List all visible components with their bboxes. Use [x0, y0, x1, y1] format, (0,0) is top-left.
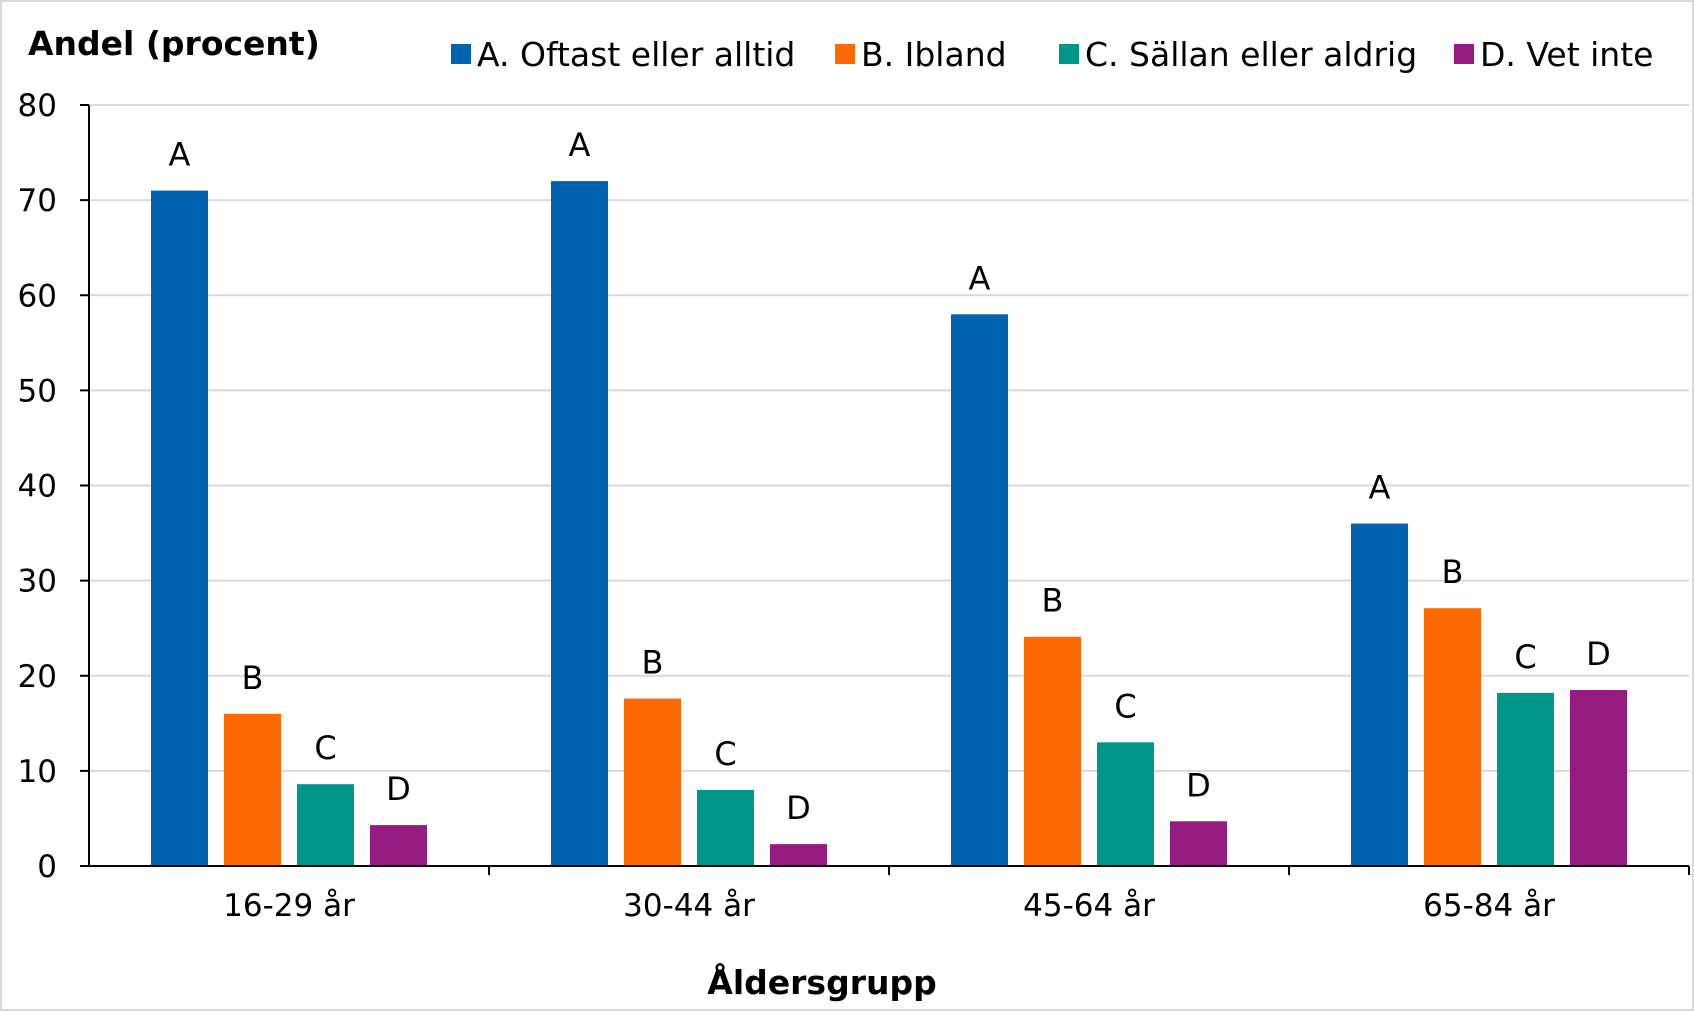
bar-label: A	[969, 259, 991, 297]
bar-d	[1570, 690, 1627, 866]
bar-d	[770, 844, 827, 866]
bar-labels: A B C D A B C D A B C D A B C D	[169, 126, 1611, 827]
x-tick-label: 65-84 år	[1423, 888, 1555, 924]
legend-label: C. Sällan eller aldrig	[1085, 35, 1417, 74]
bar-label: A	[1369, 469, 1391, 507]
gridlines	[89, 104, 1689, 772]
y-tick-label: 60	[18, 278, 57, 314]
bar-label: B	[642, 644, 664, 682]
x-tick-label: 45-64 år	[1023, 888, 1155, 924]
bar-label: D	[386, 770, 411, 808]
x-tick-label: 30-44 år	[623, 888, 755, 924]
y-tick-label: 70	[18, 183, 57, 219]
bar-label: A	[169, 136, 191, 174]
bar-label: D	[786, 789, 811, 827]
legend-label: B. Ibland	[861, 35, 1007, 74]
legend-swatch-b	[835, 44, 855, 64]
bar-label: C	[1514, 638, 1536, 676]
y-axis-title: Andel (procent)	[28, 24, 320, 63]
bar-b	[1424, 608, 1481, 866]
bar-label: C	[714, 735, 736, 773]
bar-c	[297, 784, 354, 866]
legend-swatch-a	[451, 44, 471, 64]
bar-label: D	[1586, 635, 1611, 673]
y-tick-label: 40	[18, 469, 57, 505]
bar-label: C	[1114, 687, 1136, 725]
bar-label: C	[314, 729, 336, 767]
y-tick-label: 20	[18, 659, 57, 695]
x-tick-label: 16-29 år	[223, 888, 355, 924]
y-tick-label: 30	[18, 564, 57, 600]
bar-d	[1170, 821, 1227, 866]
y-tick-label: 10	[18, 754, 57, 790]
bar-a	[951, 314, 1008, 866]
x-tick-labels: 16-29 år 30-44 år 45-64 år 65-84 år	[223, 866, 1690, 924]
bar-d	[370, 825, 427, 866]
y-tick-label: 50	[18, 373, 57, 409]
y-tick-label: 0	[37, 849, 57, 885]
bars	[151, 181, 1627, 867]
legend-swatch-d	[1454, 44, 1474, 64]
y-tick-labels: 0 10 20 30 40 50 60 70 80	[18, 88, 89, 885]
bar-a	[151, 190, 208, 867]
bar-label: A	[569, 126, 591, 164]
legend-swatch-c	[1059, 44, 1079, 64]
bar-label: D	[1186, 766, 1211, 804]
bar-a	[551, 181, 608, 867]
legend-label: A. Oftast eller alltid	[477, 35, 795, 74]
legend: A. Oftast eller alltid B. Ibland C. Sällan…	[451, 35, 1653, 74]
bar-c	[1097, 742, 1154, 866]
bar-label: B	[1042, 582, 1064, 620]
bar-b	[624, 698, 681, 866]
y-tick-label: 80	[18, 88, 57, 124]
bar-a	[1351, 523, 1408, 866]
legend-label: D. Vet inte	[1480, 35, 1653, 74]
x-axis-title: Åldersgrupp	[707, 962, 936, 1002]
bar-label: B	[1442, 553, 1464, 591]
bar-b	[1024, 636, 1081, 866]
bar-label: B	[242, 659, 264, 697]
bar-c	[697, 789, 754, 866]
bar-c	[1497, 692, 1554, 866]
bar-b	[224, 713, 281, 866]
